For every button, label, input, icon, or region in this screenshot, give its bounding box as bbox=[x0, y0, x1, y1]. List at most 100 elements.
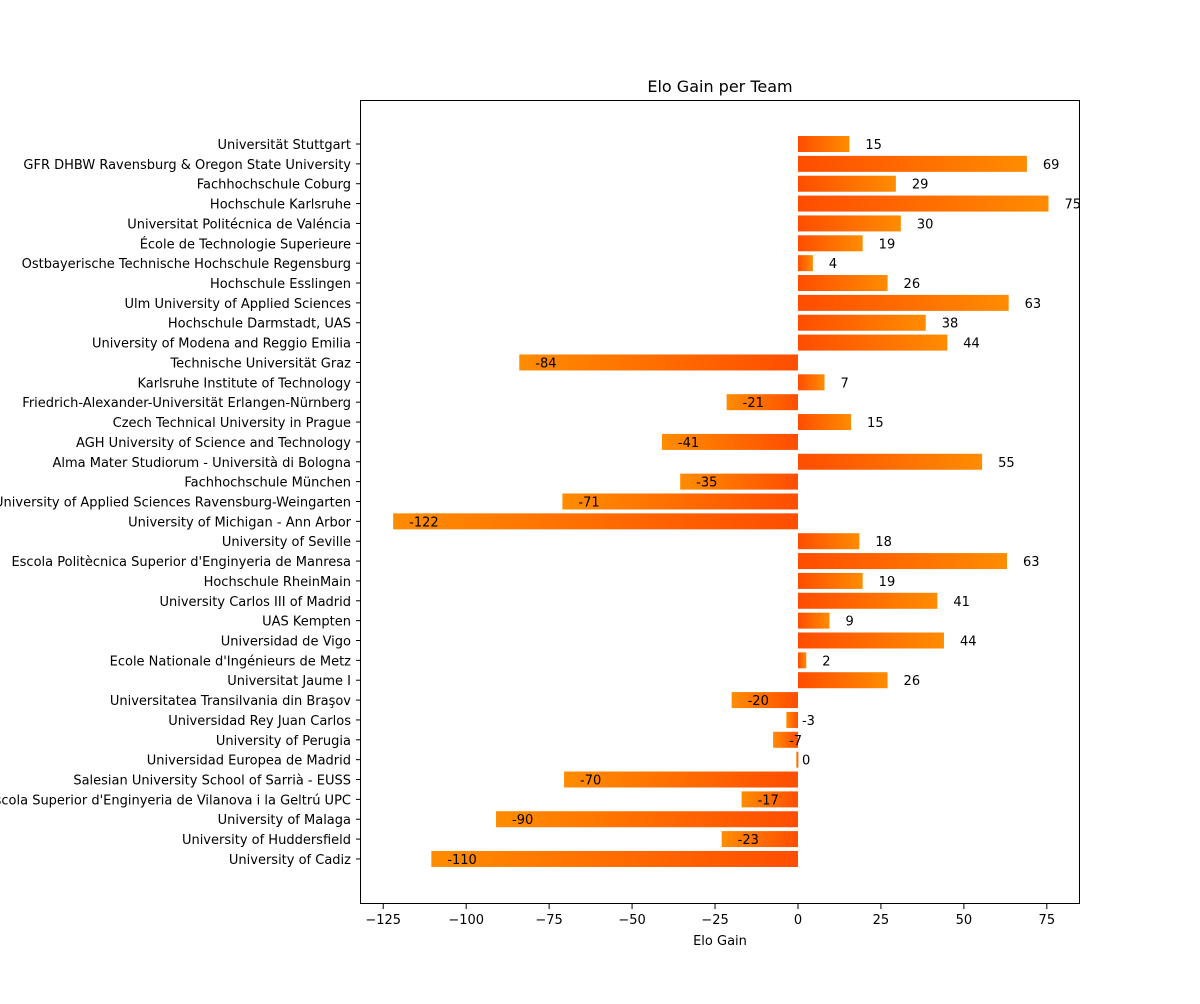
value-label: 19 bbox=[879, 575, 896, 590]
x-tick-label: −125 bbox=[365, 913, 401, 928]
x-tick-label: −75 bbox=[535, 913, 562, 928]
value-label: -90 bbox=[512, 813, 533, 828]
y-tick-label: Ostbayerische Technische Hochschule Rege… bbox=[22, 257, 351, 272]
value-label: -71 bbox=[578, 495, 599, 510]
bar bbox=[797, 275, 888, 292]
x-tick-label: −25 bbox=[701, 913, 728, 928]
value-label: 29 bbox=[912, 178, 929, 193]
bar bbox=[431, 850, 798, 867]
value-label: -122 bbox=[409, 515, 439, 530]
value-label: 75 bbox=[1064, 198, 1081, 213]
bar bbox=[797, 175, 896, 192]
value-label: 18 bbox=[875, 535, 892, 550]
y-tick-label: Universitat Jaume I bbox=[227, 674, 351, 689]
y-tick-label: University of Seville bbox=[222, 535, 351, 550]
y-tick-label: GFR DHBW Ravensburg & Oregon State Unive… bbox=[23, 158, 351, 173]
bar bbox=[786, 711, 798, 728]
value-label: -41 bbox=[678, 436, 699, 451]
y-tick-label: Salesian University School of Sarrià - E… bbox=[73, 774, 351, 789]
bar bbox=[773, 731, 798, 748]
value-label: -84 bbox=[535, 356, 556, 371]
y-tick-label: Escola Politècnica Superior d'Enginyeria… bbox=[11, 555, 351, 570]
y-tick-label: Universitatea Transilvania din Braşov bbox=[110, 694, 351, 709]
bar bbox=[496, 811, 798, 828]
y-tick-label: Czech Technical University in Prague bbox=[113, 416, 351, 431]
bar bbox=[721, 831, 798, 848]
value-label: 2 bbox=[822, 654, 830, 669]
y-tick-label: Ecole Nationale d'Ingénieurs de Metz bbox=[110, 654, 352, 669]
bar bbox=[797, 533, 860, 550]
y-tick-label: Universidad de Vigo bbox=[221, 635, 351, 650]
bar bbox=[797, 553, 1008, 570]
x-tick-label: 0 bbox=[794, 913, 802, 928]
value-label: 38 bbox=[942, 317, 959, 332]
value-label: -7 bbox=[789, 734, 802, 749]
bar bbox=[741, 791, 798, 808]
x-tick-label: 25 bbox=[873, 913, 890, 928]
bar bbox=[661, 433, 798, 450]
value-label: 15 bbox=[865, 138, 882, 153]
y-tick-label: University of Perugia bbox=[216, 734, 351, 749]
bar bbox=[797, 572, 863, 589]
bar bbox=[797, 652, 807, 669]
y-tick-label: Alma Mater Studiorum - Università di Bol… bbox=[52, 456, 351, 471]
y-tick-label: Hochschule Esslingen bbox=[210, 277, 351, 292]
bar bbox=[797, 294, 1009, 311]
y-tick-label: Universität Stuttgart bbox=[217, 138, 351, 153]
bar bbox=[797, 592, 938, 609]
value-label: 44 bbox=[963, 337, 980, 352]
chart-title: Elo Gain per Team bbox=[647, 77, 792, 96]
bar bbox=[797, 453, 983, 470]
bar bbox=[797, 235, 863, 252]
y-tick-labels: Universität Stuttgart GFR DHBW Ravensburg… bbox=[0, 138, 360, 868]
y-tick-label: University of Cadiz bbox=[229, 853, 351, 868]
bar bbox=[797, 195, 1049, 212]
y-tick-label: Hochschule RheinMain bbox=[204, 575, 351, 590]
bar bbox=[797, 155, 1027, 172]
y-tick-label: University of Malaga bbox=[218, 813, 351, 828]
value-label: 0 bbox=[802, 754, 810, 769]
y-tick-label: Universidad Europea de Madrid bbox=[147, 754, 351, 769]
y-tick-label: Ulm University of Applied Sciences bbox=[125, 297, 352, 312]
bar bbox=[726, 394, 798, 411]
value-label: -110 bbox=[447, 853, 477, 868]
value-label: 63 bbox=[1023, 555, 1040, 570]
value-label: 26 bbox=[904, 277, 921, 292]
value-label: -20 bbox=[748, 694, 769, 709]
y-tick-label: UAS Kempten bbox=[262, 615, 351, 630]
y-tick-label: Hochschule Karlsruhe bbox=[210, 198, 351, 213]
value-label: -21 bbox=[743, 396, 764, 411]
y-tick-label: University of Huddersfield bbox=[182, 833, 351, 848]
bar bbox=[797, 612, 830, 629]
y-tick-label: University of Modena and Reggio Emilia bbox=[92, 337, 351, 352]
y-tick-label: University Carlos III of Madrid bbox=[159, 595, 351, 610]
value-label: -35 bbox=[696, 476, 717, 491]
bar bbox=[797, 215, 901, 232]
x-tick-label: 75 bbox=[1039, 913, 1056, 928]
value-label: -23 bbox=[738, 833, 759, 848]
bar bbox=[731, 692, 798, 709]
value-label: 44 bbox=[960, 635, 977, 650]
bar bbox=[796, 751, 799, 768]
value-label: 26 bbox=[904, 674, 921, 689]
y-tick-label: Friedrich-Alexander-Universität Erlangen… bbox=[22, 396, 351, 411]
y-tick-label: Hochschule Darmstadt, UAS bbox=[168, 317, 351, 332]
value-label: 69 bbox=[1043, 158, 1060, 173]
value-label: 9 bbox=[845, 615, 853, 630]
y-tick-label: Escola Superior d'Enginyeria de Vilanova… bbox=[0, 793, 351, 808]
value-label: 41 bbox=[953, 595, 970, 610]
value-label: -3 bbox=[802, 714, 815, 729]
x-axis-label: Elo Gain bbox=[693, 934, 747, 949]
bar bbox=[797, 414, 852, 431]
x-tick-label: 50 bbox=[956, 913, 973, 928]
y-tick-label: Karlsruhe Institute of Technology bbox=[137, 376, 351, 391]
value-label: -70 bbox=[580, 774, 601, 789]
bar bbox=[797, 136, 850, 152]
bar bbox=[562, 493, 798, 510]
bar bbox=[797, 632, 944, 649]
y-tick-label: University of Applied Sciences Ravensbur… bbox=[0, 495, 351, 510]
x-tick-label: −50 bbox=[618, 913, 645, 928]
bar bbox=[680, 473, 798, 490]
value-label: 30 bbox=[917, 217, 934, 232]
